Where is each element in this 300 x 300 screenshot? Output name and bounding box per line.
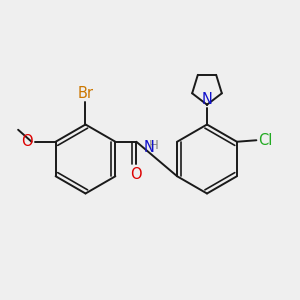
Text: Br: Br [77, 85, 94, 100]
Text: N: N [144, 140, 155, 155]
Text: Cl: Cl [258, 133, 272, 148]
Text: O: O [22, 134, 33, 149]
Text: O: O [130, 167, 142, 182]
Text: H: H [149, 139, 159, 152]
Text: N: N [202, 92, 212, 107]
